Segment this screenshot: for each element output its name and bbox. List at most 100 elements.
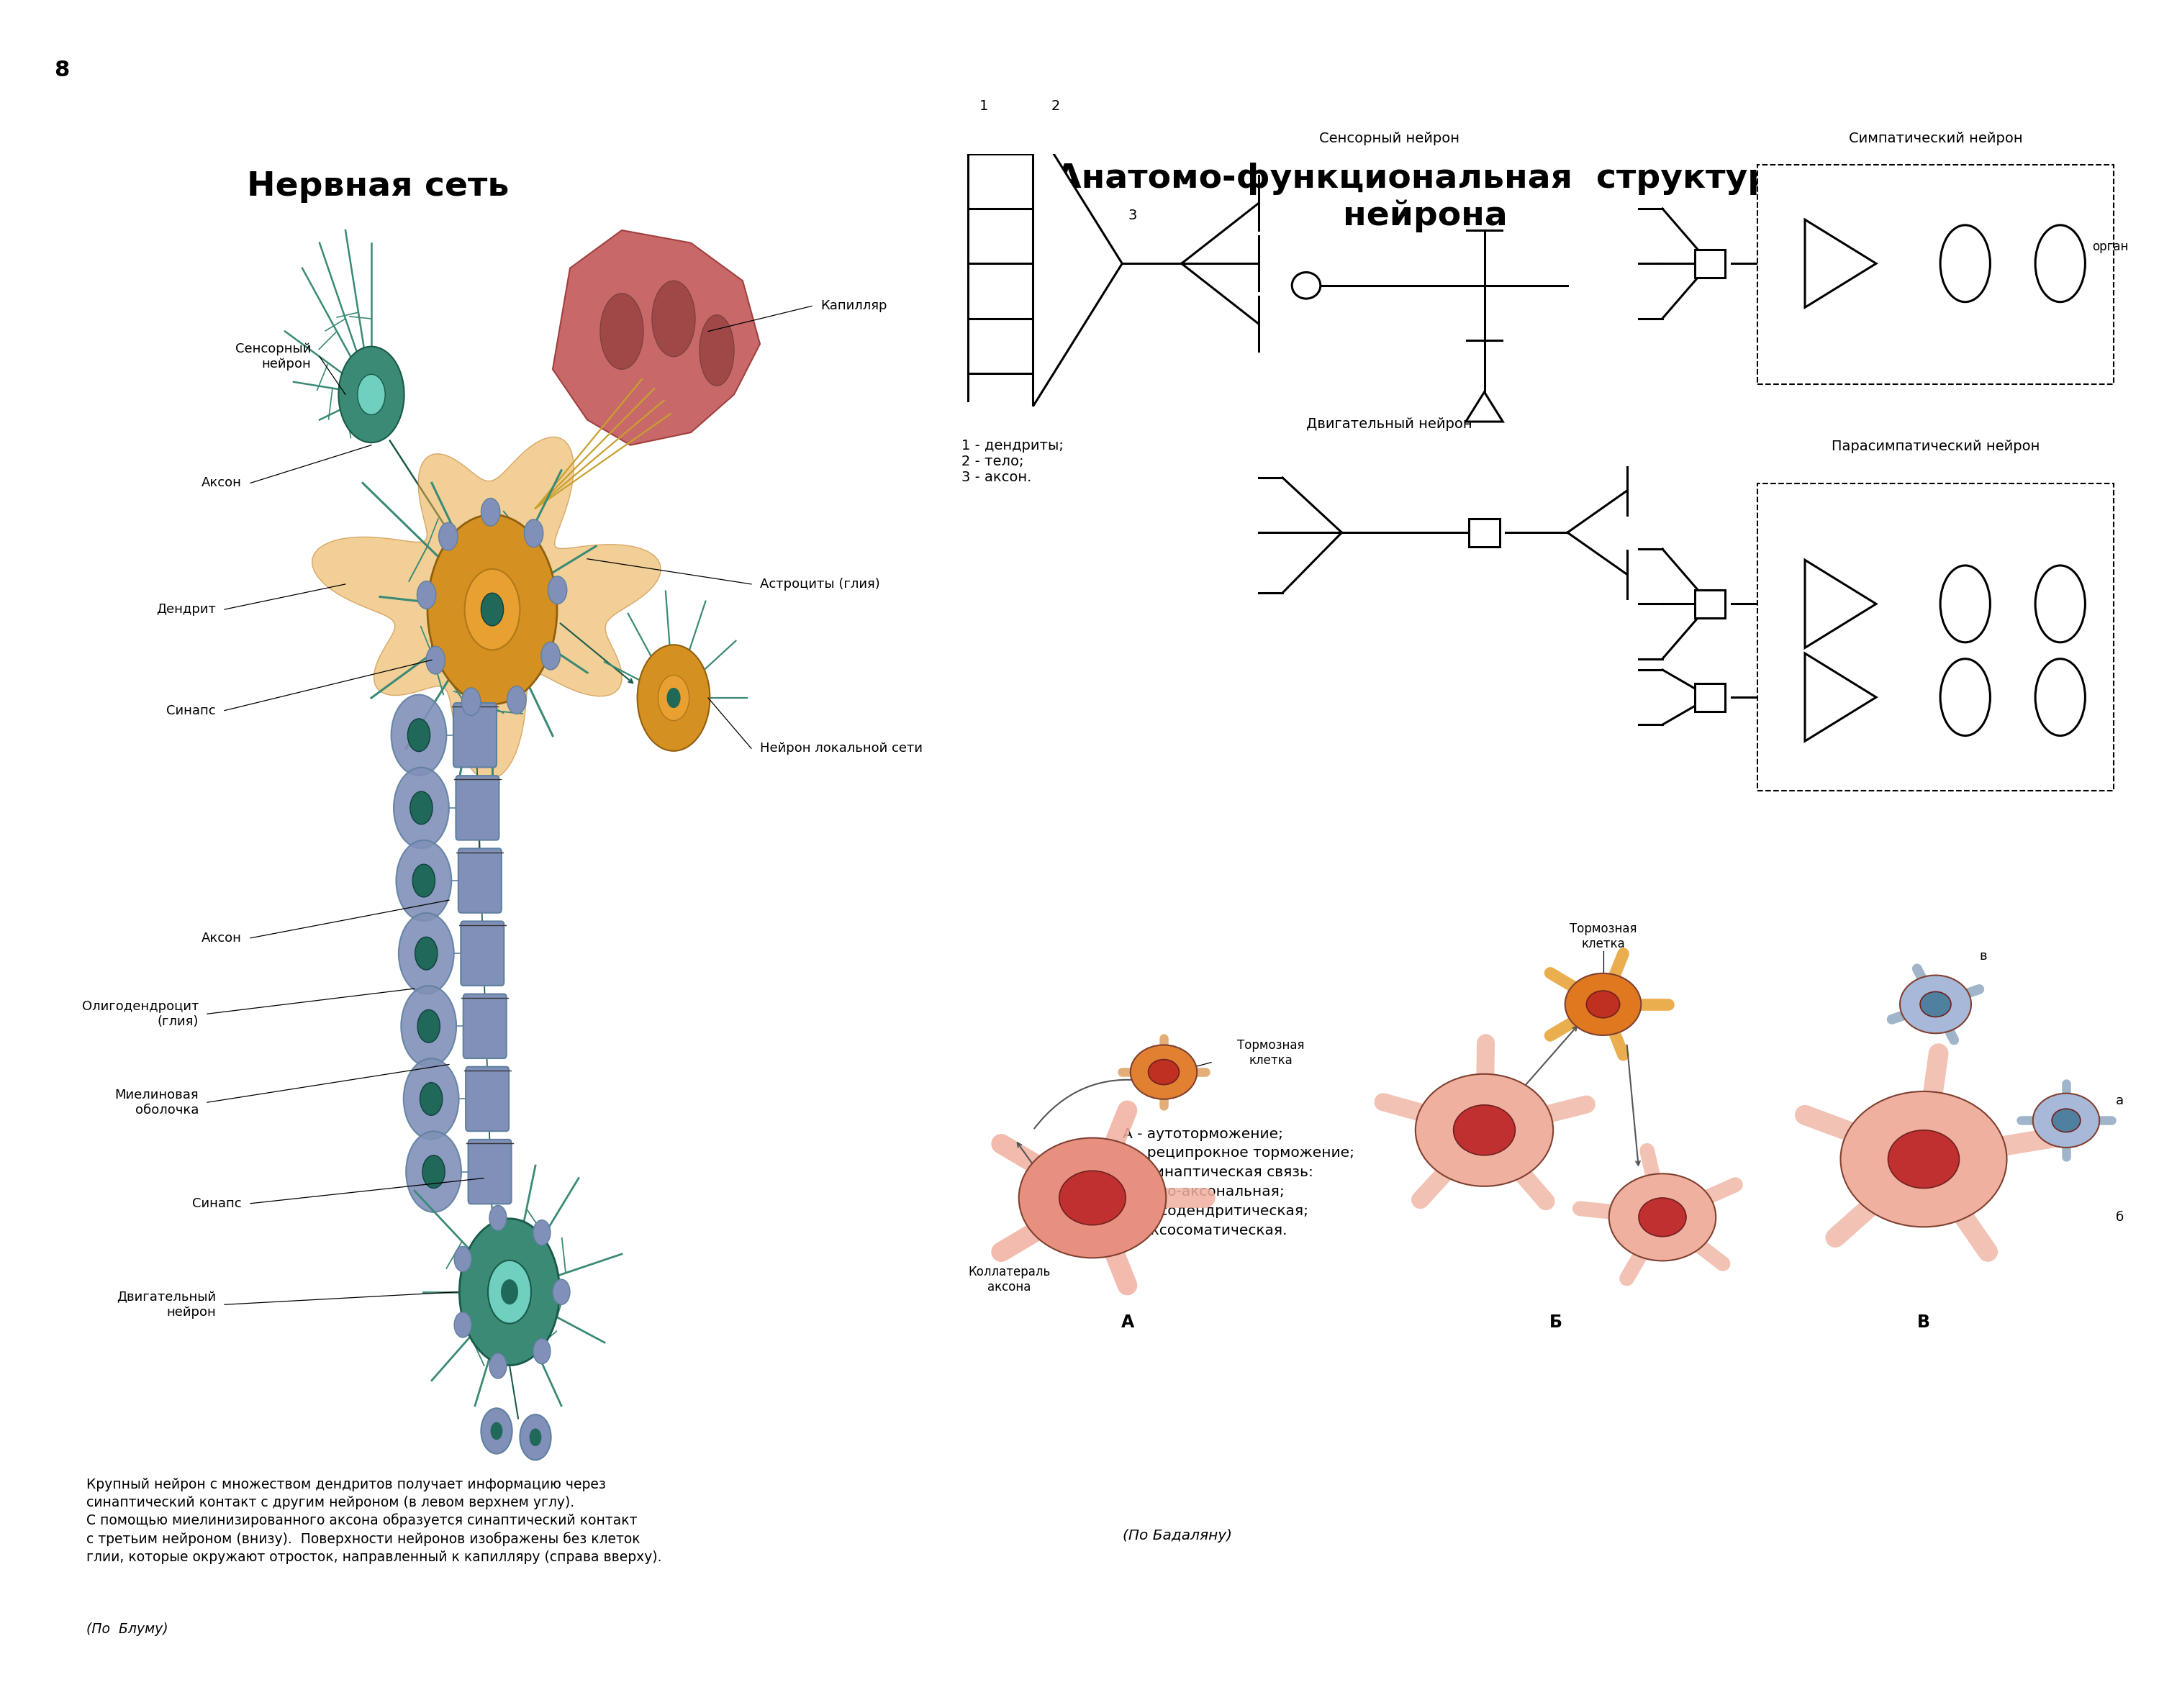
Circle shape xyxy=(637,646,710,752)
Text: Капилляр: Капилляр xyxy=(820,299,887,313)
Ellipse shape xyxy=(700,314,734,386)
Circle shape xyxy=(395,840,451,921)
Text: (По Бадаляну): (По Бадаляну) xyxy=(1123,1529,1233,1542)
Text: 3: 3 xyxy=(1127,208,1138,222)
Circle shape xyxy=(490,1353,507,1378)
Ellipse shape xyxy=(1941,659,1991,736)
Circle shape xyxy=(412,864,434,897)
Ellipse shape xyxy=(600,294,643,369)
Text: Парасимпатический нейрон: Парасимпатический нейрон xyxy=(1831,439,2040,453)
Circle shape xyxy=(1019,1138,1166,1257)
Text: Синапс: Синапс xyxy=(192,1197,242,1209)
Circle shape xyxy=(533,1339,551,1365)
Text: в: в xyxy=(1980,950,1986,962)
Text: Сенсорный
нейрон: Сенсорный нейрон xyxy=(235,343,311,371)
Circle shape xyxy=(410,791,432,825)
Text: орган: орган xyxy=(2092,241,2129,253)
Circle shape xyxy=(1608,1173,1716,1261)
Circle shape xyxy=(490,1206,507,1231)
Circle shape xyxy=(1291,272,1321,299)
Circle shape xyxy=(542,642,559,670)
Circle shape xyxy=(1060,1170,1125,1225)
Text: А - аутоторможение;
Б - реципрокное торможение;
В - синаптическая связь:
а) аксо: А - аутоторможение; Б - реципрокное торм… xyxy=(1123,1127,1354,1237)
Circle shape xyxy=(1131,1045,1196,1100)
Circle shape xyxy=(391,695,447,775)
FancyBboxPatch shape xyxy=(456,775,499,840)
Circle shape xyxy=(529,1428,542,1447)
Circle shape xyxy=(1149,1059,1179,1085)
Text: Анатомо-функциональная  структура
нейрона: Анатомо-функциональная структура нейрона xyxy=(1056,162,1794,232)
FancyBboxPatch shape xyxy=(460,921,503,986)
Circle shape xyxy=(425,646,445,675)
Circle shape xyxy=(533,1220,551,1245)
Circle shape xyxy=(438,523,458,550)
FancyBboxPatch shape xyxy=(1757,483,2114,791)
Text: Аксон: Аксон xyxy=(201,931,242,945)
Circle shape xyxy=(393,767,449,849)
Circle shape xyxy=(481,499,501,526)
Circle shape xyxy=(453,1247,471,1272)
Circle shape xyxy=(339,347,404,442)
Circle shape xyxy=(553,1279,570,1305)
Circle shape xyxy=(1416,1074,1552,1187)
FancyBboxPatch shape xyxy=(453,704,497,767)
Ellipse shape xyxy=(1941,565,1991,642)
Circle shape xyxy=(423,1155,445,1189)
Circle shape xyxy=(1565,974,1641,1035)
Text: Двигательный
нейрон: Двигательный нейрон xyxy=(117,1291,216,1319)
Circle shape xyxy=(658,675,689,721)
Text: В: В xyxy=(1917,1313,1930,1331)
Circle shape xyxy=(417,1009,440,1042)
Circle shape xyxy=(548,576,568,605)
Circle shape xyxy=(402,986,456,1066)
Circle shape xyxy=(1887,1131,1960,1189)
Circle shape xyxy=(481,1407,512,1454)
Text: Олигодендроцит
(глия): Олигодендроцит (глия) xyxy=(82,999,199,1028)
Text: Нейрон локальной сети: Нейрон локальной сети xyxy=(760,741,922,755)
Circle shape xyxy=(415,938,438,970)
Text: А: А xyxy=(1121,1313,1136,1331)
Ellipse shape xyxy=(1941,225,1991,302)
Circle shape xyxy=(2051,1108,2081,1132)
Text: (По  Блуму): (По Блуму) xyxy=(86,1623,168,1636)
Circle shape xyxy=(421,1083,443,1115)
Text: Симпатический нейрон: Симпатический нейрон xyxy=(1848,132,2023,145)
Polygon shape xyxy=(1805,652,1876,741)
Text: Коллатераль
аксона: Коллатераль аксона xyxy=(967,1266,1051,1293)
Text: Дендрит: Дендрит xyxy=(155,603,216,617)
Polygon shape xyxy=(1032,121,1123,407)
Text: а: а xyxy=(2116,1095,2124,1107)
Text: б: б xyxy=(2116,1211,2124,1223)
Circle shape xyxy=(490,1423,503,1440)
Circle shape xyxy=(667,688,680,709)
Ellipse shape xyxy=(2036,225,2086,302)
Circle shape xyxy=(358,374,384,415)
Ellipse shape xyxy=(2036,659,2086,736)
Circle shape xyxy=(507,687,527,714)
Circle shape xyxy=(464,569,520,649)
Text: Нервная сеть: Нервная сеть xyxy=(246,171,510,203)
Ellipse shape xyxy=(652,280,695,357)
Text: Двигательный нейрон: Двигательный нейрон xyxy=(1306,417,1472,430)
Text: 1: 1 xyxy=(980,99,989,113)
Polygon shape xyxy=(313,437,661,779)
Circle shape xyxy=(2034,1093,2099,1148)
Circle shape xyxy=(427,514,557,704)
Circle shape xyxy=(1453,1105,1516,1155)
Circle shape xyxy=(520,1414,551,1460)
FancyBboxPatch shape xyxy=(1757,164,2114,384)
Text: 8: 8 xyxy=(54,60,69,80)
Polygon shape xyxy=(553,231,760,446)
FancyBboxPatch shape xyxy=(466,1068,510,1131)
FancyBboxPatch shape xyxy=(464,994,507,1059)
Text: Сенсорный нейрон: Сенсорный нейрон xyxy=(1319,132,1459,145)
Circle shape xyxy=(525,519,544,547)
Ellipse shape xyxy=(2036,565,2086,642)
Text: Тормозная
клетка: Тормозная клетка xyxy=(1237,1038,1304,1068)
Text: Синапс: Синапс xyxy=(166,704,216,717)
Text: Аксон: Аксон xyxy=(201,477,242,490)
Circle shape xyxy=(481,593,503,625)
Circle shape xyxy=(1839,1091,2008,1226)
Circle shape xyxy=(462,688,481,716)
Text: Миелиновая
оболочка: Миелиновая оболочка xyxy=(114,1088,199,1117)
